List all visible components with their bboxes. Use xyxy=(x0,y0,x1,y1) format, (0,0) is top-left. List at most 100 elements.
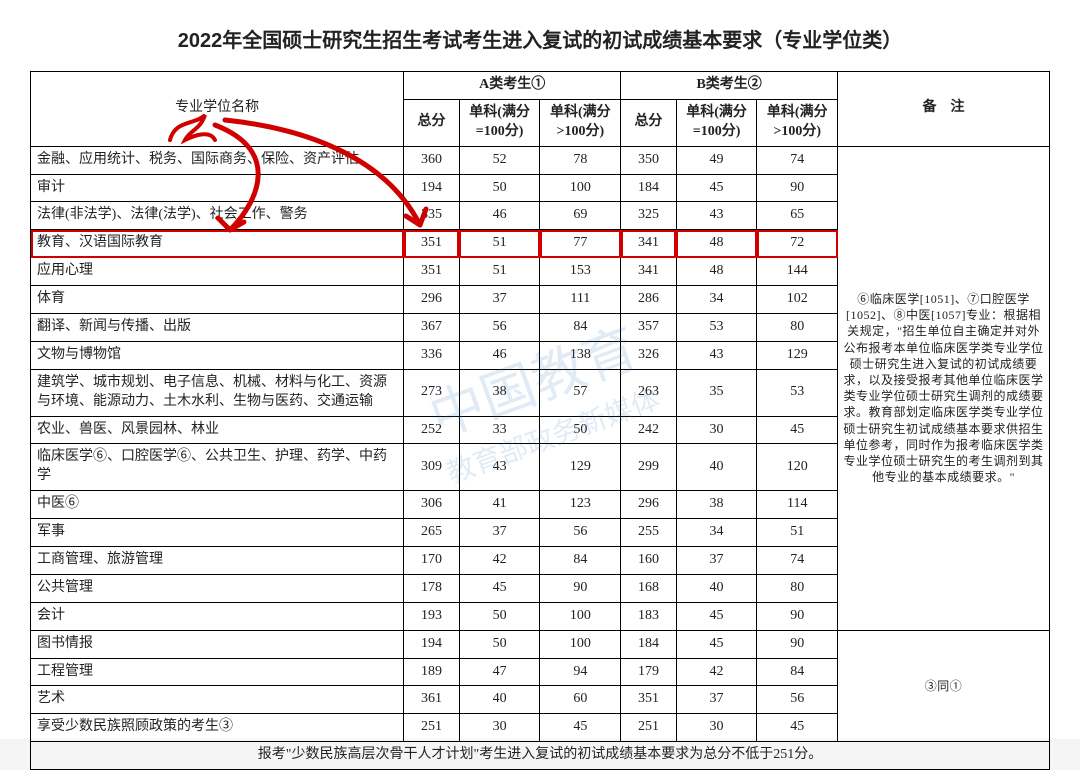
cell-b-0: 341 xyxy=(621,230,676,258)
cell-b-1: 48 xyxy=(676,258,757,286)
cell-a-0: 273 xyxy=(404,369,459,416)
cell-b-2: 53 xyxy=(757,369,838,416)
cell-b-1: 38 xyxy=(676,491,757,519)
cell-a-0: 367 xyxy=(404,314,459,342)
th-a-sub100: 单科(满分=100分) xyxy=(459,99,540,146)
table-row: 金融、应用统计、税务、国际商务、保险、资产评估36052783504974⑥临床… xyxy=(31,146,1050,174)
cell-b-0: 179 xyxy=(621,658,676,686)
page: 2022年全国硕士研究生招生考试考生进入复试的初试成绩基本要求（专业学位类） 专… xyxy=(0,0,1080,739)
cell-a-0: 265 xyxy=(404,519,459,547)
cell-name: 体育 xyxy=(31,286,404,314)
cell-a-0: 194 xyxy=(404,630,459,658)
cell-b-1: 43 xyxy=(676,341,757,369)
cell-name: 图书情报 xyxy=(31,630,404,658)
cell-b-1: 45 xyxy=(676,602,757,630)
cell-b-0: 251 xyxy=(621,714,676,742)
cell-a-1: 38 xyxy=(459,369,540,416)
cell-a-1: 51 xyxy=(459,258,540,286)
cell-a-1: 33 xyxy=(459,416,540,444)
cell-b-2: 84 xyxy=(757,658,838,686)
cell-name: 文物与博物馆 xyxy=(31,341,404,369)
th-remark: 备 注 xyxy=(838,72,1050,147)
score-table: 专业学位名称 A类考生① B类考生② 备 注 总分 单科(满分=100分) 单科… xyxy=(30,71,1050,770)
cell-name: 应用心理 xyxy=(31,258,404,286)
cell-a-2: 84 xyxy=(540,547,621,575)
cell-b-1: 37 xyxy=(676,686,757,714)
cell-b-0: 242 xyxy=(621,416,676,444)
cell-b-0: 296 xyxy=(621,491,676,519)
cell-name: 法律(非法学)、法律(法学)、社会工作、警务 xyxy=(31,202,404,230)
cell-a-1: 50 xyxy=(459,174,540,202)
cell-a-1: 50 xyxy=(459,630,540,658)
cell-name: 建筑学、城市规划、电子信息、机械、材料与化工、资源与环境、能源动力、土木水利、生… xyxy=(31,369,404,416)
cell-b-1: 30 xyxy=(676,416,757,444)
remark-top: ⑥临床医学[1051]、⑦口腔医学[1052]、⑧中医[1057]专业：根据相关… xyxy=(838,146,1050,630)
footnote-text: 报考"少数民族高层次骨干人才计划"考生进入复试的初试成绩基本要求为总分不低于25… xyxy=(31,742,1050,770)
cell-name: 工商管理、旅游管理 xyxy=(31,547,404,575)
cell-a-1: 37 xyxy=(459,519,540,547)
cell-a-0: 351 xyxy=(404,230,459,258)
cell-a-2: 94 xyxy=(540,658,621,686)
cell-b-1: 35 xyxy=(676,369,757,416)
cell-a-1: 52 xyxy=(459,146,540,174)
cell-name: 艺术 xyxy=(31,686,404,714)
cell-a-1: 42 xyxy=(459,547,540,575)
cell-a-0: 351 xyxy=(404,258,459,286)
cell-a-0: 189 xyxy=(404,658,459,686)
cell-a-1: 30 xyxy=(459,714,540,742)
cell-a-2: 56 xyxy=(540,519,621,547)
cell-b-2: 74 xyxy=(757,146,838,174)
cell-b-2: 80 xyxy=(757,574,838,602)
th-group-b: B类考生② xyxy=(621,72,838,100)
cell-b-0: 183 xyxy=(621,602,676,630)
cell-b-2: 90 xyxy=(757,174,838,202)
cell-b-0: 168 xyxy=(621,574,676,602)
th-b-sub100: 单科(满分=100分) xyxy=(676,99,757,146)
cell-b-1: 49 xyxy=(676,146,757,174)
cell-b-0: 325 xyxy=(621,202,676,230)
cell-a-0: 296 xyxy=(404,286,459,314)
cell-b-1: 45 xyxy=(676,174,757,202)
cell-b-0: 326 xyxy=(621,341,676,369)
cell-b-1: 30 xyxy=(676,714,757,742)
cell-b-2: 74 xyxy=(757,547,838,575)
cell-a-2: 77 xyxy=(540,230,621,258)
cell-a-0: 170 xyxy=(404,547,459,575)
cell-a-2: 100 xyxy=(540,174,621,202)
cell-b-0: 351 xyxy=(621,686,676,714)
cell-a-1: 43 xyxy=(459,444,540,491)
cell-name: 翻译、新闻与传播、出版 xyxy=(31,314,404,342)
cell-a-2: 69 xyxy=(540,202,621,230)
cell-b-2: 120 xyxy=(757,444,838,491)
cell-a-0: 178 xyxy=(404,574,459,602)
cell-a-2: 50 xyxy=(540,416,621,444)
cell-b-0: 299 xyxy=(621,444,676,491)
cell-b-1: 42 xyxy=(676,658,757,686)
cell-a-1: 56 xyxy=(459,314,540,342)
cell-b-2: 72 xyxy=(757,230,838,258)
cell-b-1: 53 xyxy=(676,314,757,342)
cell-b-0: 357 xyxy=(621,314,676,342)
cell-a-2: 111 xyxy=(540,286,621,314)
cell-b-1: 43 xyxy=(676,202,757,230)
cell-b-2: 45 xyxy=(757,714,838,742)
cell-a-2: 129 xyxy=(540,444,621,491)
cell-a-1: 46 xyxy=(459,341,540,369)
cell-b-2: 102 xyxy=(757,286,838,314)
cell-a-2: 78 xyxy=(540,146,621,174)
cell-b-2: 144 xyxy=(757,258,838,286)
cell-name: 军事 xyxy=(31,519,404,547)
cell-b-2: 56 xyxy=(757,686,838,714)
cell-name: 工程管理 xyxy=(31,658,404,686)
cell-a-0: 252 xyxy=(404,416,459,444)
cell-a-1: 50 xyxy=(459,602,540,630)
cell-a-2: 100 xyxy=(540,630,621,658)
cell-b-1: 45 xyxy=(676,630,757,658)
cell-name: 享受少数民族照顾政策的考生③ xyxy=(31,714,404,742)
cell-b-0: 160 xyxy=(621,547,676,575)
cell-b-2: 90 xyxy=(757,630,838,658)
cell-name: 教育、汉语国际教育 xyxy=(31,230,404,258)
cell-a-2: 60 xyxy=(540,686,621,714)
cell-a-1: 47 xyxy=(459,658,540,686)
th-b-subgt100: 单科(满分>100分) xyxy=(757,99,838,146)
